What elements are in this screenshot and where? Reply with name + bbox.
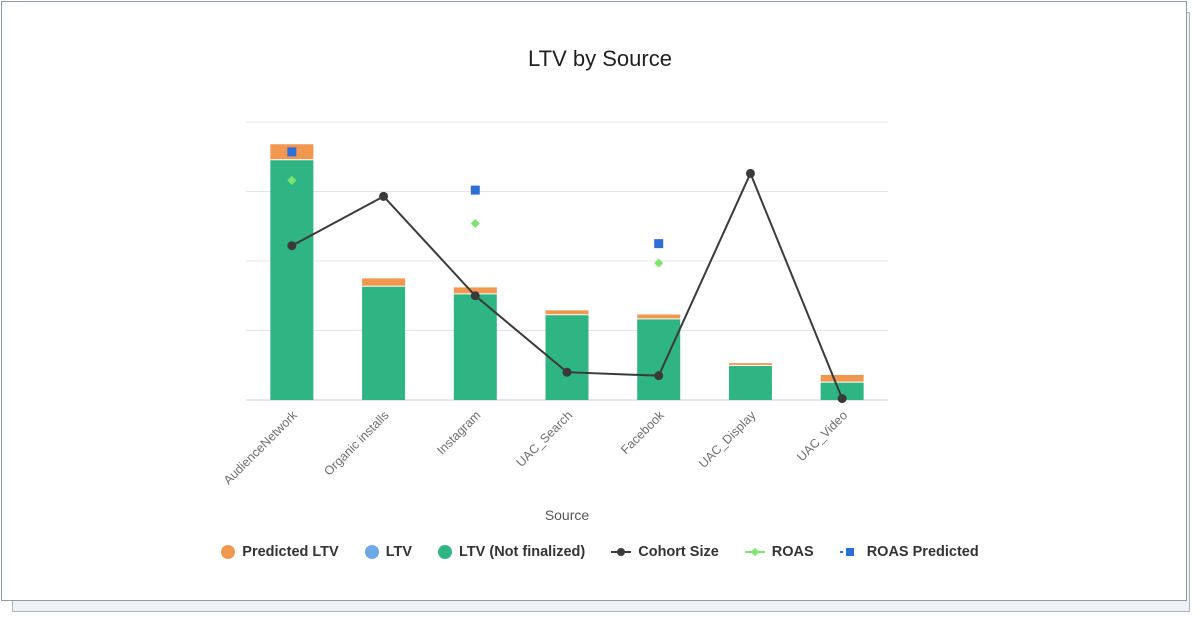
- bar-predicted-ltv: [637, 314, 681, 319]
- roas-point: [470, 218, 480, 228]
- legend-label: LTV (Not finalized): [459, 544, 586, 560]
- legend-label: Predicted LTV: [242, 544, 339, 560]
- markers: [287, 147, 664, 268]
- legend-item[interactable]: LTV (Not finalized): [438, 544, 585, 560]
- x-tick-label: Instagram: [434, 408, 483, 457]
- legend-item[interactable]: Predicted LTV: [221, 544, 339, 560]
- x-tick-label: Facebook: [618, 408, 667, 457]
- x-tick-label: Organic installs: [321, 408, 391, 478]
- bar-ltv-not-finalized: [270, 160, 314, 400]
- bar-predicted-ltv: [545, 310, 589, 315]
- bar-ltv-not-finalized: [545, 315, 589, 400]
- x-tick-label: UAC_Video: [794, 408, 850, 464]
- roas-predicted-point: [470, 185, 480, 195]
- legend-symbol-icon: [438, 545, 453, 559]
- cohort-size-point: [287, 241, 297, 251]
- bar-ltv-not-finalized: [728, 365, 772, 400]
- chart-title: LTV by Source: [528, 46, 672, 71]
- legend-symbol-icon: [221, 545, 236, 559]
- roas-point: [654, 258, 664, 268]
- legend-symbol-icon: [364, 545, 379, 559]
- x-tick-labels: AudienceNetwork Organic installs Instagram…: [221, 408, 850, 488]
- legend: Predicted LTV LTV LTV (Not finalized) Cohor…: [0, 544, 1200, 560]
- chart-card: [1, 1, 1187, 601]
- bar-ltv-not-finalized: [820, 382, 864, 400]
- bar-predicted-ltv: [453, 287, 497, 294]
- bars: [270, 144, 864, 400]
- bar-predicted-ltv: [362, 278, 406, 286]
- bar-ltv-not-finalized: [362, 286, 406, 400]
- legend-label: Cohort Size: [638, 544, 719, 560]
- legend-item[interactable]: LTV: [364, 544, 413, 560]
- legend-label: ROAS Predicted: [866, 544, 979, 560]
- cohort-size-point: [470, 291, 480, 301]
- bar-predicted-ltv: [728, 363, 772, 365]
- cohort-size-point: [379, 191, 389, 201]
- x-tick-label: AudienceNetwork: [221, 408, 301, 488]
- x-axis-title: Source: [545, 507, 590, 523]
- bar-ltv-not-finalized: [453, 294, 497, 400]
- roas-predicted-point: [654, 239, 664, 249]
- legend-symbol-icon: [744, 545, 765, 559]
- bar-predicted-ltv: [820, 374, 864, 382]
- roas-point: [287, 175, 297, 185]
- cohort-line: [287, 168, 847, 404]
- legend-symbol-icon: [611, 545, 632, 559]
- legend-item[interactable]: ROAS Predicted: [839, 544, 979, 560]
- legend-label: ROAS: [771, 544, 814, 560]
- cohort-size-point: [562, 367, 572, 377]
- cohort-size-point: [654, 371, 664, 381]
- bar-ltv-not-finalized: [637, 319, 681, 400]
- legend-label: LTV: [385, 544, 413, 560]
- legend-symbol-icon: [839, 545, 860, 559]
- cohort-size-point: [837, 394, 847, 404]
- roas-predicted-point: [287, 147, 297, 157]
- cohort-size-point: [745, 168, 755, 178]
- legend-item[interactable]: ROAS: [744, 544, 814, 560]
- legend-item[interactable]: Cohort Size: [611, 544, 719, 560]
- x-tick-label: UAC_Search: [514, 408, 576, 470]
- x-tick-label: UAC_Display: [696, 408, 759, 471]
